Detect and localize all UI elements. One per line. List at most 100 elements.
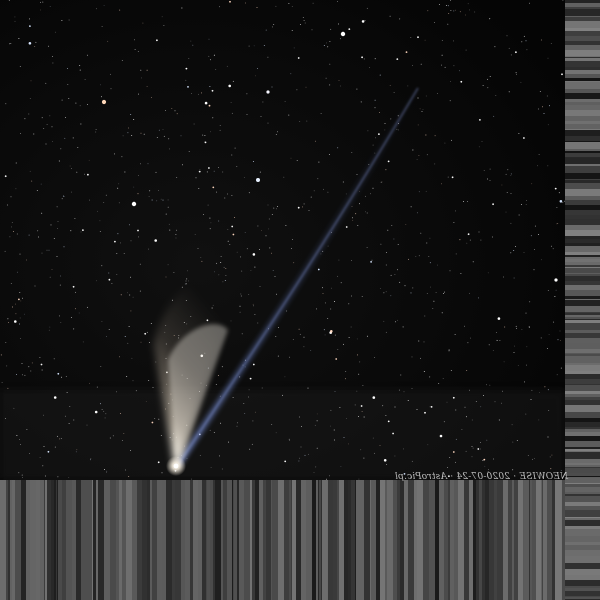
star bbox=[16, 233, 18, 235]
star bbox=[19, 66, 21, 68]
star bbox=[165, 213, 167, 215]
streak-column bbox=[278, 480, 284, 600]
star bbox=[117, 187, 119, 189]
streak-row bbox=[565, 586, 600, 588]
star bbox=[190, 40, 192, 42]
streak-row bbox=[565, 255, 600, 257]
streak-row bbox=[565, 343, 600, 349]
star bbox=[188, 151, 190, 153]
streak-column bbox=[423, 480, 429, 600]
streak-column bbox=[339, 480, 344, 600]
streak-column bbox=[234, 480, 237, 600]
star bbox=[337, 147, 339, 149]
star bbox=[56, 435, 58, 437]
star bbox=[487, 178, 488, 180]
streak-column bbox=[344, 480, 348, 600]
star bbox=[435, 292, 437, 294]
star bbox=[121, 440, 123, 442]
streak-column bbox=[30, 480, 36, 600]
streak-column bbox=[190, 480, 193, 600]
star bbox=[429, 406, 431, 408]
streak-row bbox=[565, 473, 600, 476]
star bbox=[385, 251, 387, 253]
star bbox=[248, 389, 250, 391]
star bbox=[130, 449, 131, 451]
star bbox=[449, 456, 451, 458]
streak-row bbox=[565, 520, 600, 526]
star bbox=[64, 137, 66, 139]
star bbox=[147, 163, 149, 165]
streak-row bbox=[565, 166, 600, 173]
star bbox=[227, 193, 228, 195]
star bbox=[186, 278, 188, 280]
streak-row bbox=[565, 379, 600, 384]
star bbox=[371, 259, 373, 261]
star bbox=[441, 312, 443, 314]
streak-column bbox=[152, 480, 157, 600]
star bbox=[469, 239, 471, 241]
star bbox=[562, 202, 564, 204]
star bbox=[206, 171, 208, 173]
streak-row bbox=[565, 447, 600, 449]
star bbox=[30, 80, 32, 82]
streak-column bbox=[458, 480, 464, 600]
streak-row bbox=[565, 57, 600, 58]
star bbox=[337, 1, 338, 2]
streak-column bbox=[51, 480, 54, 600]
star bbox=[144, 332, 147, 335]
star bbox=[45, 82, 47, 84]
star bbox=[143, 133, 145, 135]
star bbox=[501, 402, 502, 404]
star bbox=[385, 264, 387, 266]
star bbox=[528, 326, 530, 328]
star bbox=[483, 395, 484, 396]
streak-row bbox=[565, 265, 600, 267]
star bbox=[422, 108, 424, 110]
star bbox=[432, 308, 434, 309]
star bbox=[393, 91, 395, 93]
streak-column bbox=[532, 480, 536, 600]
streak-row bbox=[565, 418, 600, 419]
star bbox=[448, 349, 450, 351]
star bbox=[357, 225, 359, 227]
star bbox=[130, 114, 132, 115]
star bbox=[148, 196, 150, 197]
star bbox=[20, 133, 21, 135]
star bbox=[547, 165, 549, 167]
streak-row bbox=[565, 580, 600, 586]
star bbox=[218, 220, 220, 222]
star bbox=[415, 255, 417, 257]
star bbox=[60, 275, 62, 277]
star bbox=[469, 389, 471, 391]
star bbox=[272, 270, 274, 272]
star bbox=[483, 458, 486, 461]
streak-row bbox=[565, 141, 600, 142]
streak-row bbox=[565, 449, 600, 451]
star bbox=[387, 229, 389, 231]
star bbox=[129, 294, 131, 296]
star bbox=[14, 20, 16, 22]
streak-row bbox=[565, 142, 600, 149]
star bbox=[503, 361, 505, 363]
star bbox=[283, 176, 285, 178]
star bbox=[63, 195, 65, 197]
star bbox=[158, 418, 160, 420]
star bbox=[542, 106, 543, 108]
streak-column bbox=[393, 480, 397, 600]
star bbox=[48, 45, 50, 47]
star bbox=[171, 299, 173, 301]
star bbox=[439, 434, 443, 438]
star bbox=[397, 244, 399, 246]
star bbox=[175, 237, 177, 239]
star bbox=[120, 294, 122, 296]
star bbox=[78, 312, 80, 314]
star bbox=[547, 124, 549, 126]
star bbox=[29, 453, 31, 455]
star bbox=[185, 280, 187, 282]
star bbox=[191, 478, 192, 480]
star bbox=[387, 160, 390, 163]
streak-column bbox=[404, 480, 408, 600]
comet-ion-tail-core bbox=[177, 87, 419, 466]
star bbox=[271, 252, 273, 254]
